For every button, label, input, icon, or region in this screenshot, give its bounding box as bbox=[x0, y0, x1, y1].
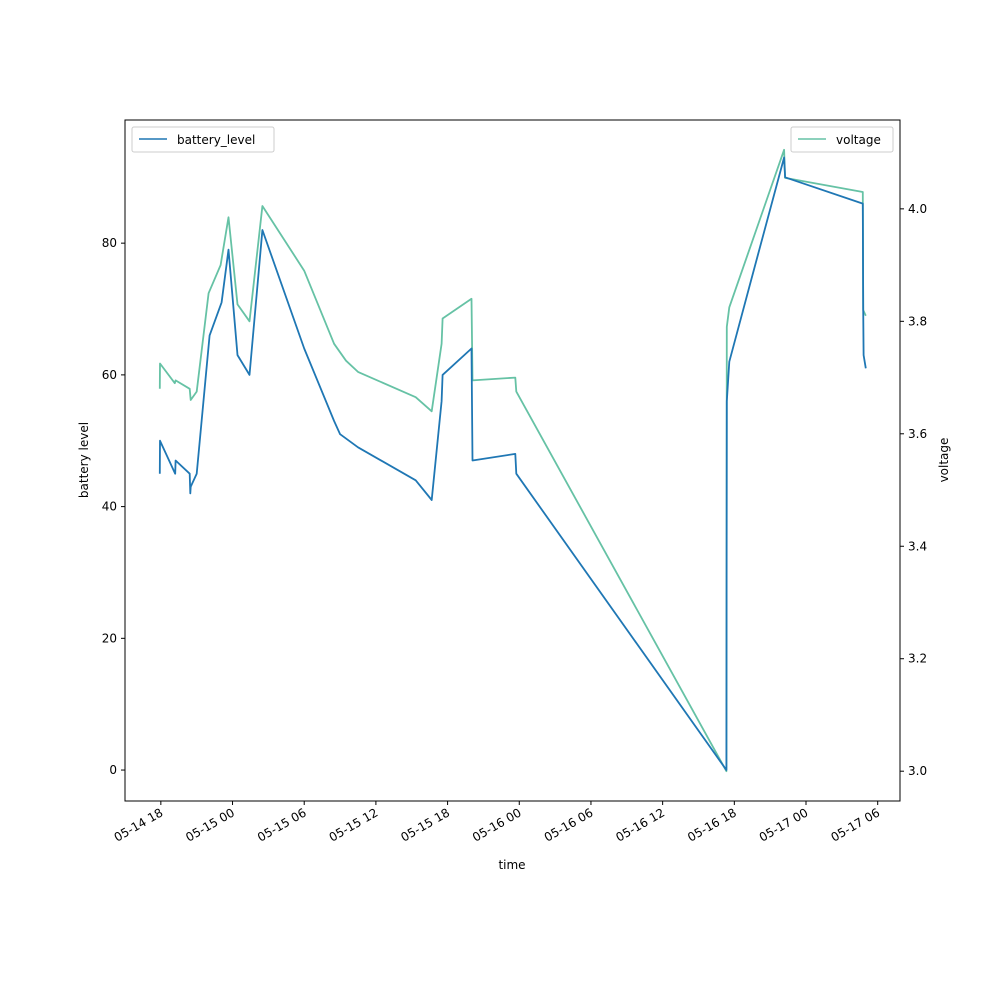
legend-battery-level-label: battery_level bbox=[177, 133, 255, 147]
series-line-battery-level bbox=[158, 156, 867, 771]
legend-voltage: voltage bbox=[790, 126, 894, 153]
y2-axis-ticks: 3.0 3.2 3.4 3.6 3.8 4.0 bbox=[900, 202, 927, 778]
x-axis-label: time bbox=[498, 858, 525, 872]
series-layer bbox=[158, 148, 867, 773]
y2-tick-label: 3.2 bbox=[908, 652, 927, 666]
y-tick-label: 80 bbox=[102, 236, 117, 250]
y2-axis-label: voltage bbox=[937, 438, 951, 483]
series-line-voltage bbox=[158, 148, 867, 773]
y2-tick-label: 4.0 bbox=[908, 202, 927, 216]
y-tick-label: 40 bbox=[102, 500, 117, 514]
y-tick-label: 20 bbox=[102, 631, 117, 645]
y-axis-label: battery level bbox=[77, 422, 91, 498]
legend-voltage-label: voltage bbox=[836, 133, 881, 147]
y2-tick-label: 3.4 bbox=[908, 539, 927, 553]
legend-voltage-box bbox=[790, 126, 894, 153]
y2-tick-label: 3.6 bbox=[908, 427, 927, 441]
legend-battery-level: battery_level bbox=[131, 126, 275, 153]
y2-tick-label: 3.8 bbox=[908, 314, 927, 328]
y-tick-label: 60 bbox=[102, 368, 117, 382]
legend-battery-level-box bbox=[131, 126, 275, 153]
y2-tick-label: 3.0 bbox=[908, 764, 927, 778]
y-tick-label: 0 bbox=[109, 763, 117, 777]
y-axis-ticks: 0 20 40 60 80 bbox=[102, 236, 125, 777]
plot-frame bbox=[124, 119, 901, 802]
